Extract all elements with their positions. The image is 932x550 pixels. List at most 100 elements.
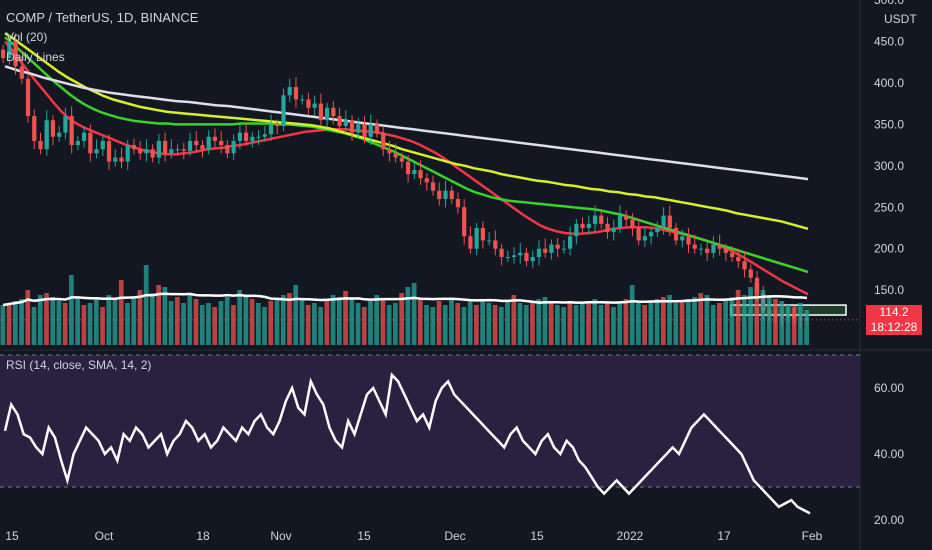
candle-body — [592, 215, 598, 224]
currency-label[interactable]: USDT — [884, 12, 917, 26]
volume-bar — [760, 290, 766, 345]
candle-body — [44, 120, 49, 150]
candle-body — [19, 66, 24, 79]
volume-bar — [106, 295, 112, 345]
candle-body — [200, 145, 205, 150]
volume-label[interactable]: Vol (20) — [6, 30, 48, 44]
volume-bar — [741, 295, 747, 345]
candle — [530, 250, 535, 268]
candle-body — [536, 248, 542, 257]
volume-bar — [393, 303, 398, 345]
candle — [225, 140, 230, 159]
candle-body — [686, 236, 691, 245]
candle — [69, 106, 74, 154]
volume-bar — [592, 299, 598, 345]
candle-body — [568, 236, 573, 249]
candle — [356, 117, 361, 138]
volume-bar — [511, 295, 517, 345]
candle-body — [561, 248, 566, 250]
candle-body — [75, 140, 80, 146]
candle-body — [212, 136, 218, 141]
candle-body — [717, 244, 722, 249]
volume-bar — [380, 299, 386, 345]
candle — [686, 227, 691, 253]
volume-bar — [449, 299, 454, 345]
volume-bar — [174, 297, 180, 345]
volume-bar — [723, 301, 728, 345]
volume-bar — [555, 305, 560, 345]
candle-body — [599, 215, 604, 224]
volume-bar — [604, 303, 610, 345]
candle-body — [362, 124, 367, 137]
volume-bar — [100, 307, 105, 345]
candle-body — [106, 140, 112, 162]
volume-bar — [667, 295, 672, 345]
volume-bar — [480, 299, 485, 345]
time-tick-label: Oct — [95, 529, 114, 543]
rsi-layer — [0, 354, 860, 515]
candle — [605, 217, 610, 239]
candle-body — [555, 244, 560, 249]
candle — [169, 139, 174, 159]
candle — [561, 240, 566, 254]
candle-body — [225, 145, 230, 154]
candle — [262, 126, 267, 142]
volume-bar — [37, 295, 43, 345]
price-tick-label: 400.0 — [874, 76, 904, 90]
candle — [505, 250, 510, 262]
volume-bar — [798, 303, 803, 345]
candle-body — [343, 120, 348, 127]
candle-body — [125, 145, 130, 162]
candle — [331, 101, 336, 125]
price-tick-label: 250.0 — [874, 200, 904, 214]
candle — [549, 239, 554, 260]
volume-bar — [324, 301, 330, 345]
rsi-label[interactable]: RSI (14, close, SMA, 14, 2) — [6, 358, 152, 372]
daily-lines-label[interactable]: Daily Lines — [6, 50, 65, 64]
candle — [418, 160, 423, 185]
volume-bar — [611, 307, 616, 345]
candle — [1, 44, 6, 64]
volume-bar — [162, 287, 168, 345]
volume-bar — [299, 300, 305, 345]
volume-bar — [368, 301, 373, 345]
candle-body — [100, 140, 105, 150]
candle-body — [237, 132, 242, 141]
candle-body — [698, 248, 704, 250]
candle-body — [306, 99, 311, 108]
price-tick-label: 500.0 — [874, 0, 904, 7]
candle-body — [293, 87, 299, 100]
candle-body — [449, 190, 454, 199]
candle — [82, 126, 87, 148]
candle-body — [424, 178, 429, 183]
volume-bar — [224, 297, 230, 345]
candle — [518, 242, 523, 264]
volume-bar — [442, 305, 448, 345]
candle — [94, 139, 99, 159]
volume-bar — [804, 310, 809, 345]
candle-body — [493, 240, 498, 249]
candle-body — [331, 107, 336, 117]
rsi-tick-label: 20.00 — [874, 513, 904, 527]
symbol-title[interactable]: COMP / TetherUS, 1D, BINANCE — [6, 10, 199, 25]
volume-bar — [44, 293, 49, 345]
time-tick-label: 15 — [530, 529, 544, 543]
candle — [125, 140, 130, 170]
volume-bar — [436, 301, 442, 345]
volume-bar — [704, 295, 710, 345]
volume-bar — [386, 305, 392, 345]
candle — [449, 185, 454, 204]
volume-bar — [262, 307, 267, 345]
candle-body — [692, 244, 697, 249]
candle — [474, 223, 479, 256]
candle-body — [312, 103, 317, 108]
countdown-badge: 18:12:28 — [866, 320, 922, 335]
candle — [131, 138, 137, 155]
candle — [692, 234, 697, 254]
candle — [306, 92, 311, 115]
volume-bar — [735, 290, 741, 345]
candle-body — [156, 140, 161, 158]
volume-bar — [461, 307, 467, 345]
candle-body — [7, 41, 12, 59]
candle — [19, 56, 24, 84]
